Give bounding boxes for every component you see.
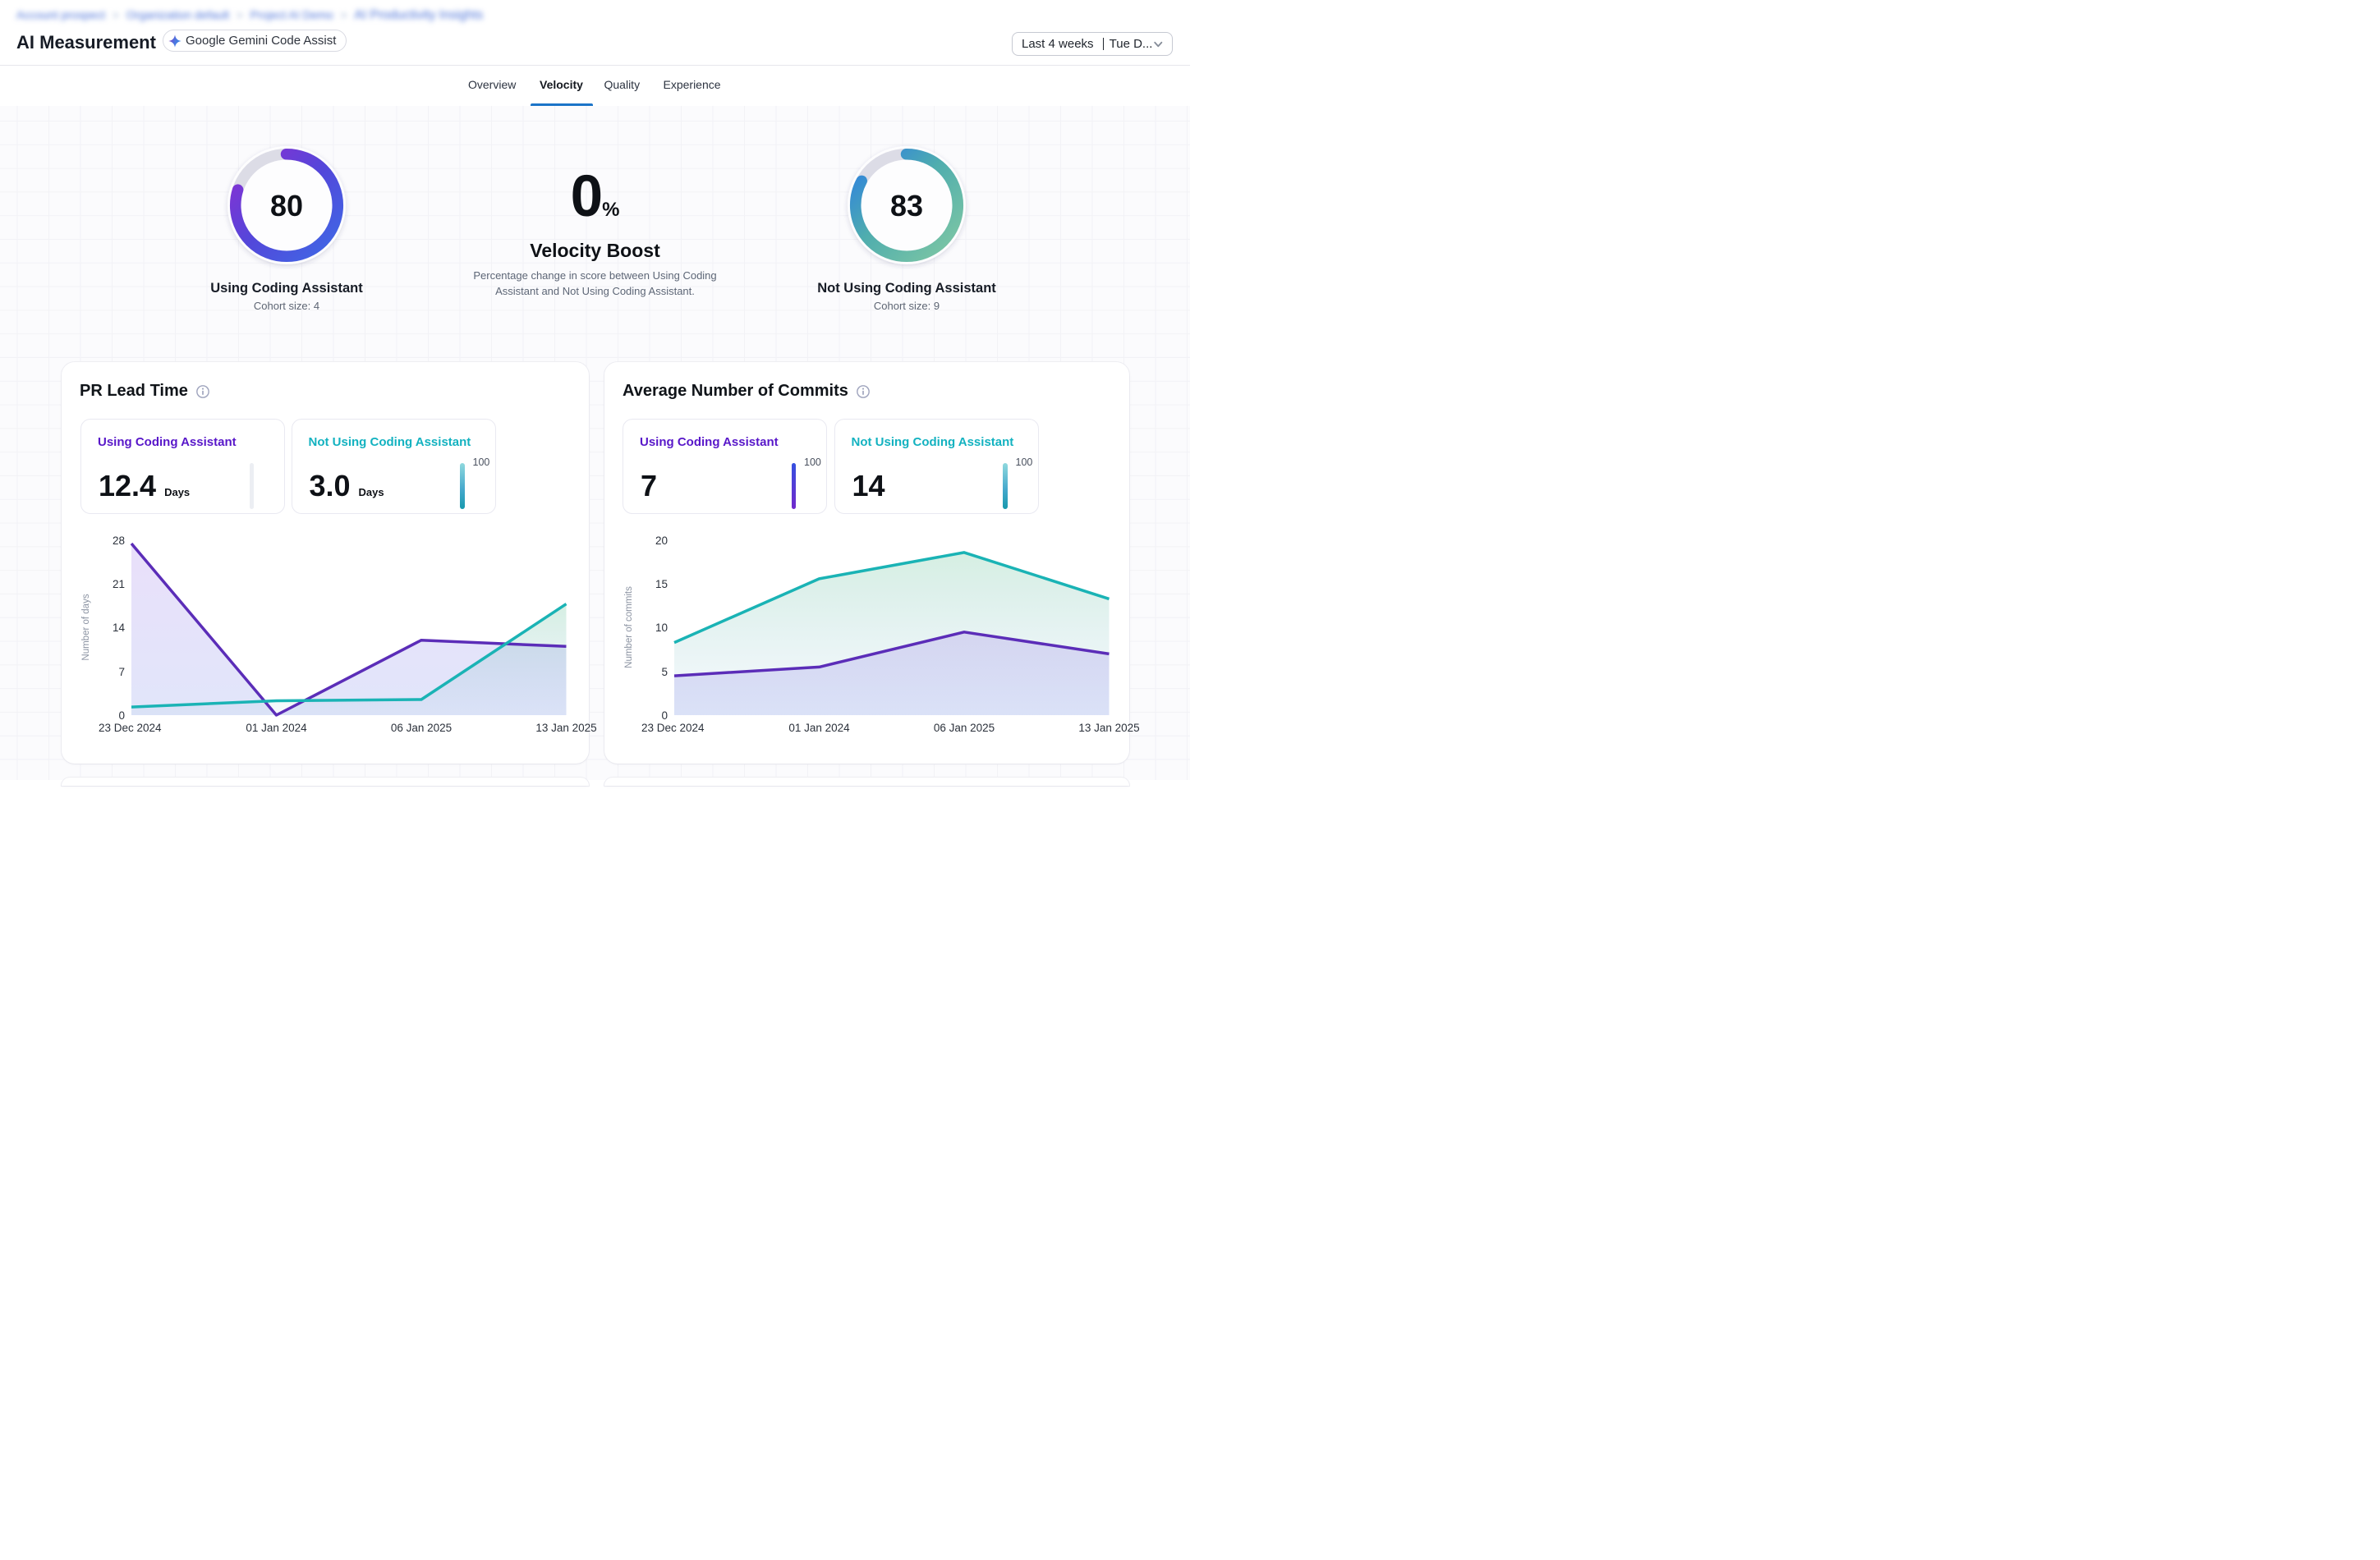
- svg-text:06 Jan 2025: 06 Jan 2025: [934, 722, 995, 734]
- svg-text:7: 7: [118, 666, 125, 678]
- svg-text:15: 15: [655, 578, 668, 590]
- svg-text:10: 10: [655, 622, 668, 634]
- svg-text:01 Jan 2024: 01 Jan 2024: [246, 722, 307, 734]
- svg-text:0: 0: [118, 709, 125, 722]
- svg-text:21: 21: [113, 578, 125, 590]
- svg-text:01 Jan 2024: 01 Jan 2024: [788, 722, 850, 734]
- svg-text:5: 5: [661, 666, 668, 678]
- svg-text:13 Jan 2025: 13 Jan 2025: [535, 722, 596, 734]
- svg-text:23 Dec 2024: 23 Dec 2024: [641, 722, 705, 734]
- svg-text:83: 83: [890, 189, 923, 223]
- svg-text:Number of days: Number of days: [81, 594, 91, 660]
- svg-text:13 Jan 2025: 13 Jan 2025: [1078, 722, 1139, 734]
- svg-text:14: 14: [113, 622, 126, 634]
- svg-text:23 Dec 2024: 23 Dec 2024: [99, 722, 162, 734]
- svg-text:80: 80: [270, 189, 303, 223]
- svg-text:28: 28: [113, 535, 125, 547]
- svg-text:20: 20: [655, 535, 668, 547]
- svg-text:Number of commits: Number of commits: [624, 586, 634, 668]
- svg-text:0: 0: [661, 709, 668, 722]
- svg-text:06 Jan 2025: 06 Jan 2025: [391, 722, 452, 734]
